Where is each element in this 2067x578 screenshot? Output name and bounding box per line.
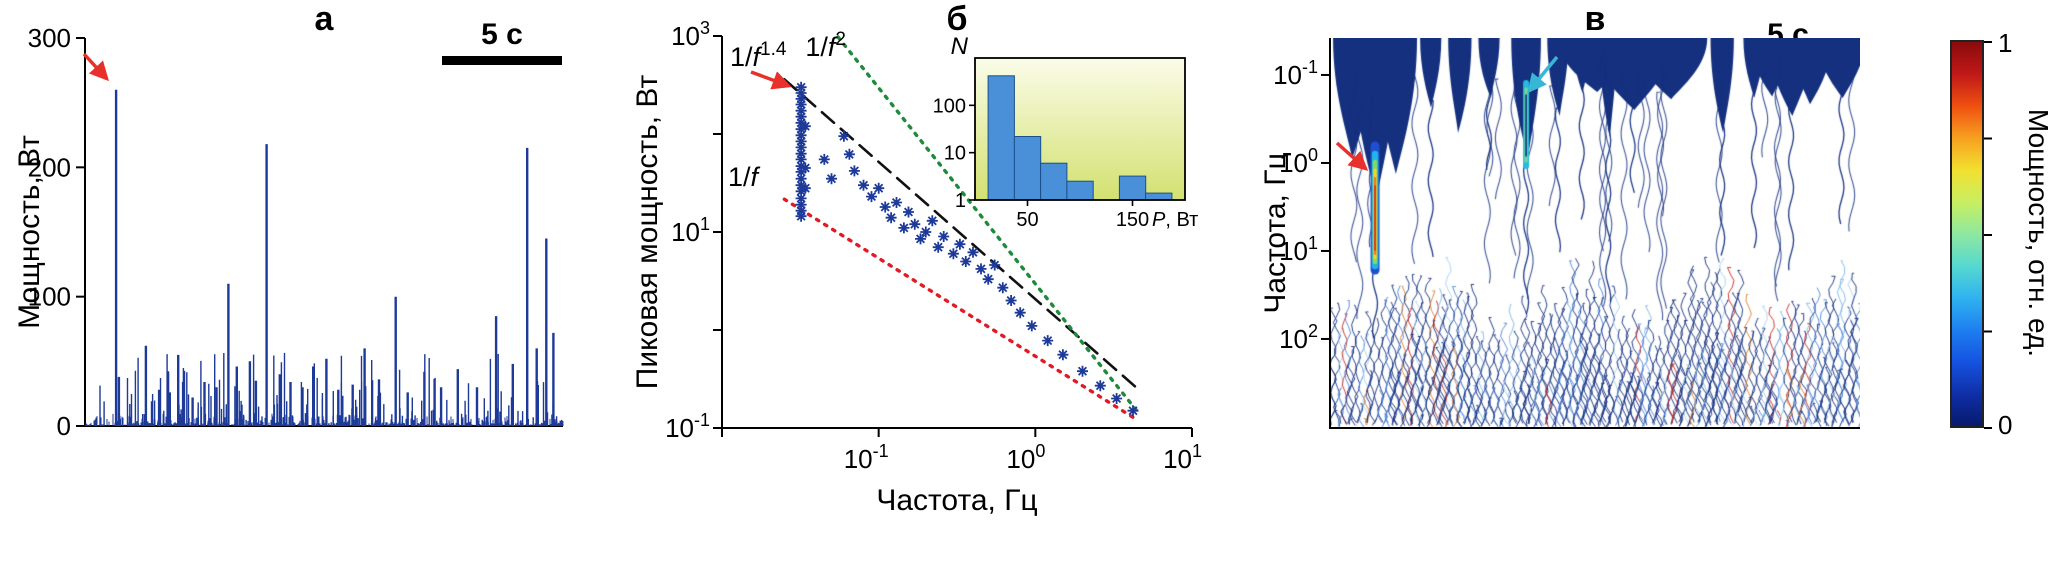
colorbar xyxy=(1950,40,1984,428)
svg-text:50: 50 xyxy=(1016,209,1038,231)
histogram-bar xyxy=(1066,180,1094,201)
svg-text:10-1: 10-1 xyxy=(1273,57,1318,90)
panel-b-arrow xyxy=(750,70,792,90)
arrow xyxy=(1335,141,1369,171)
svg-text:101: 101 xyxy=(1163,441,1202,474)
svg-text:101: 101 xyxy=(671,214,710,247)
svg-text:150: 150 xyxy=(1116,209,1149,231)
arrow xyxy=(1527,55,1559,94)
svg-text:300: 300 xyxy=(28,23,71,53)
svg-text:200: 200 xyxy=(28,152,71,182)
panel-a-axis: 0 100 200 300 xyxy=(28,23,563,441)
panel-b-xlabel: Частота, Гц xyxy=(876,484,1038,517)
svg-text:100: 100 xyxy=(28,282,71,312)
panel-c-title: в xyxy=(1584,0,1606,38)
svg-text:1/f2: 1/f2 xyxy=(805,29,846,62)
svg-text:100: 100 xyxy=(933,95,966,117)
svg-text:100: 100 xyxy=(1279,145,1318,178)
colorbar-ticks: 10 xyxy=(1984,28,2012,440)
histogram-bar xyxy=(1013,136,1042,201)
panel-a-plot: 0 100 200 300 xyxy=(28,23,564,441)
panel-b-line-labels: 1/f 1/f1.4 1/f2 xyxy=(728,29,846,192)
panel-c-arrows xyxy=(1335,55,1559,171)
svg-text:1: 1 xyxy=(955,190,966,212)
panel-b-points xyxy=(795,81,1139,417)
histogram-bar xyxy=(1118,175,1147,201)
panel-a-arrow xyxy=(82,52,109,82)
histogram-bar xyxy=(1040,162,1068,201)
svg-text:P, Вт: P, Вт xyxy=(1152,209,1198,231)
panel-a-signal xyxy=(84,89,564,426)
svg-text:0: 0 xyxy=(1998,410,2012,440)
svg-text:10-1: 10-1 xyxy=(665,410,710,443)
svg-text:102: 102 xyxy=(1279,321,1318,354)
svg-text:100: 100 xyxy=(1006,441,1045,474)
svg-text:103: 103 xyxy=(671,18,710,51)
panel-a-scalebar-label: 5 с xyxy=(481,18,523,51)
svg-text:10: 10 xyxy=(944,143,966,165)
svg-text:1: 1 xyxy=(1998,28,2012,58)
panel-b-title: б xyxy=(946,0,968,38)
svg-text:0: 0 xyxy=(57,411,71,441)
svg-text:10-1: 10-1 xyxy=(844,441,889,474)
histogram-bar xyxy=(1145,192,1173,201)
histogram-bar xyxy=(987,75,1015,201)
svg-text:101: 101 xyxy=(1279,233,1318,266)
arrow xyxy=(750,70,792,90)
panel-a-title: а xyxy=(314,0,334,38)
svg-text:1/f1.4: 1/f1.4 xyxy=(730,39,787,72)
panel-a-scalebar xyxy=(442,56,562,65)
panel-c-axis: 10-1 100 101 102 xyxy=(1273,38,1860,429)
scalogram-heatmap xyxy=(1330,38,1860,428)
svg-text:N: N xyxy=(951,33,969,60)
arrow xyxy=(82,52,109,82)
svg-text:1/f: 1/f xyxy=(728,162,761,192)
